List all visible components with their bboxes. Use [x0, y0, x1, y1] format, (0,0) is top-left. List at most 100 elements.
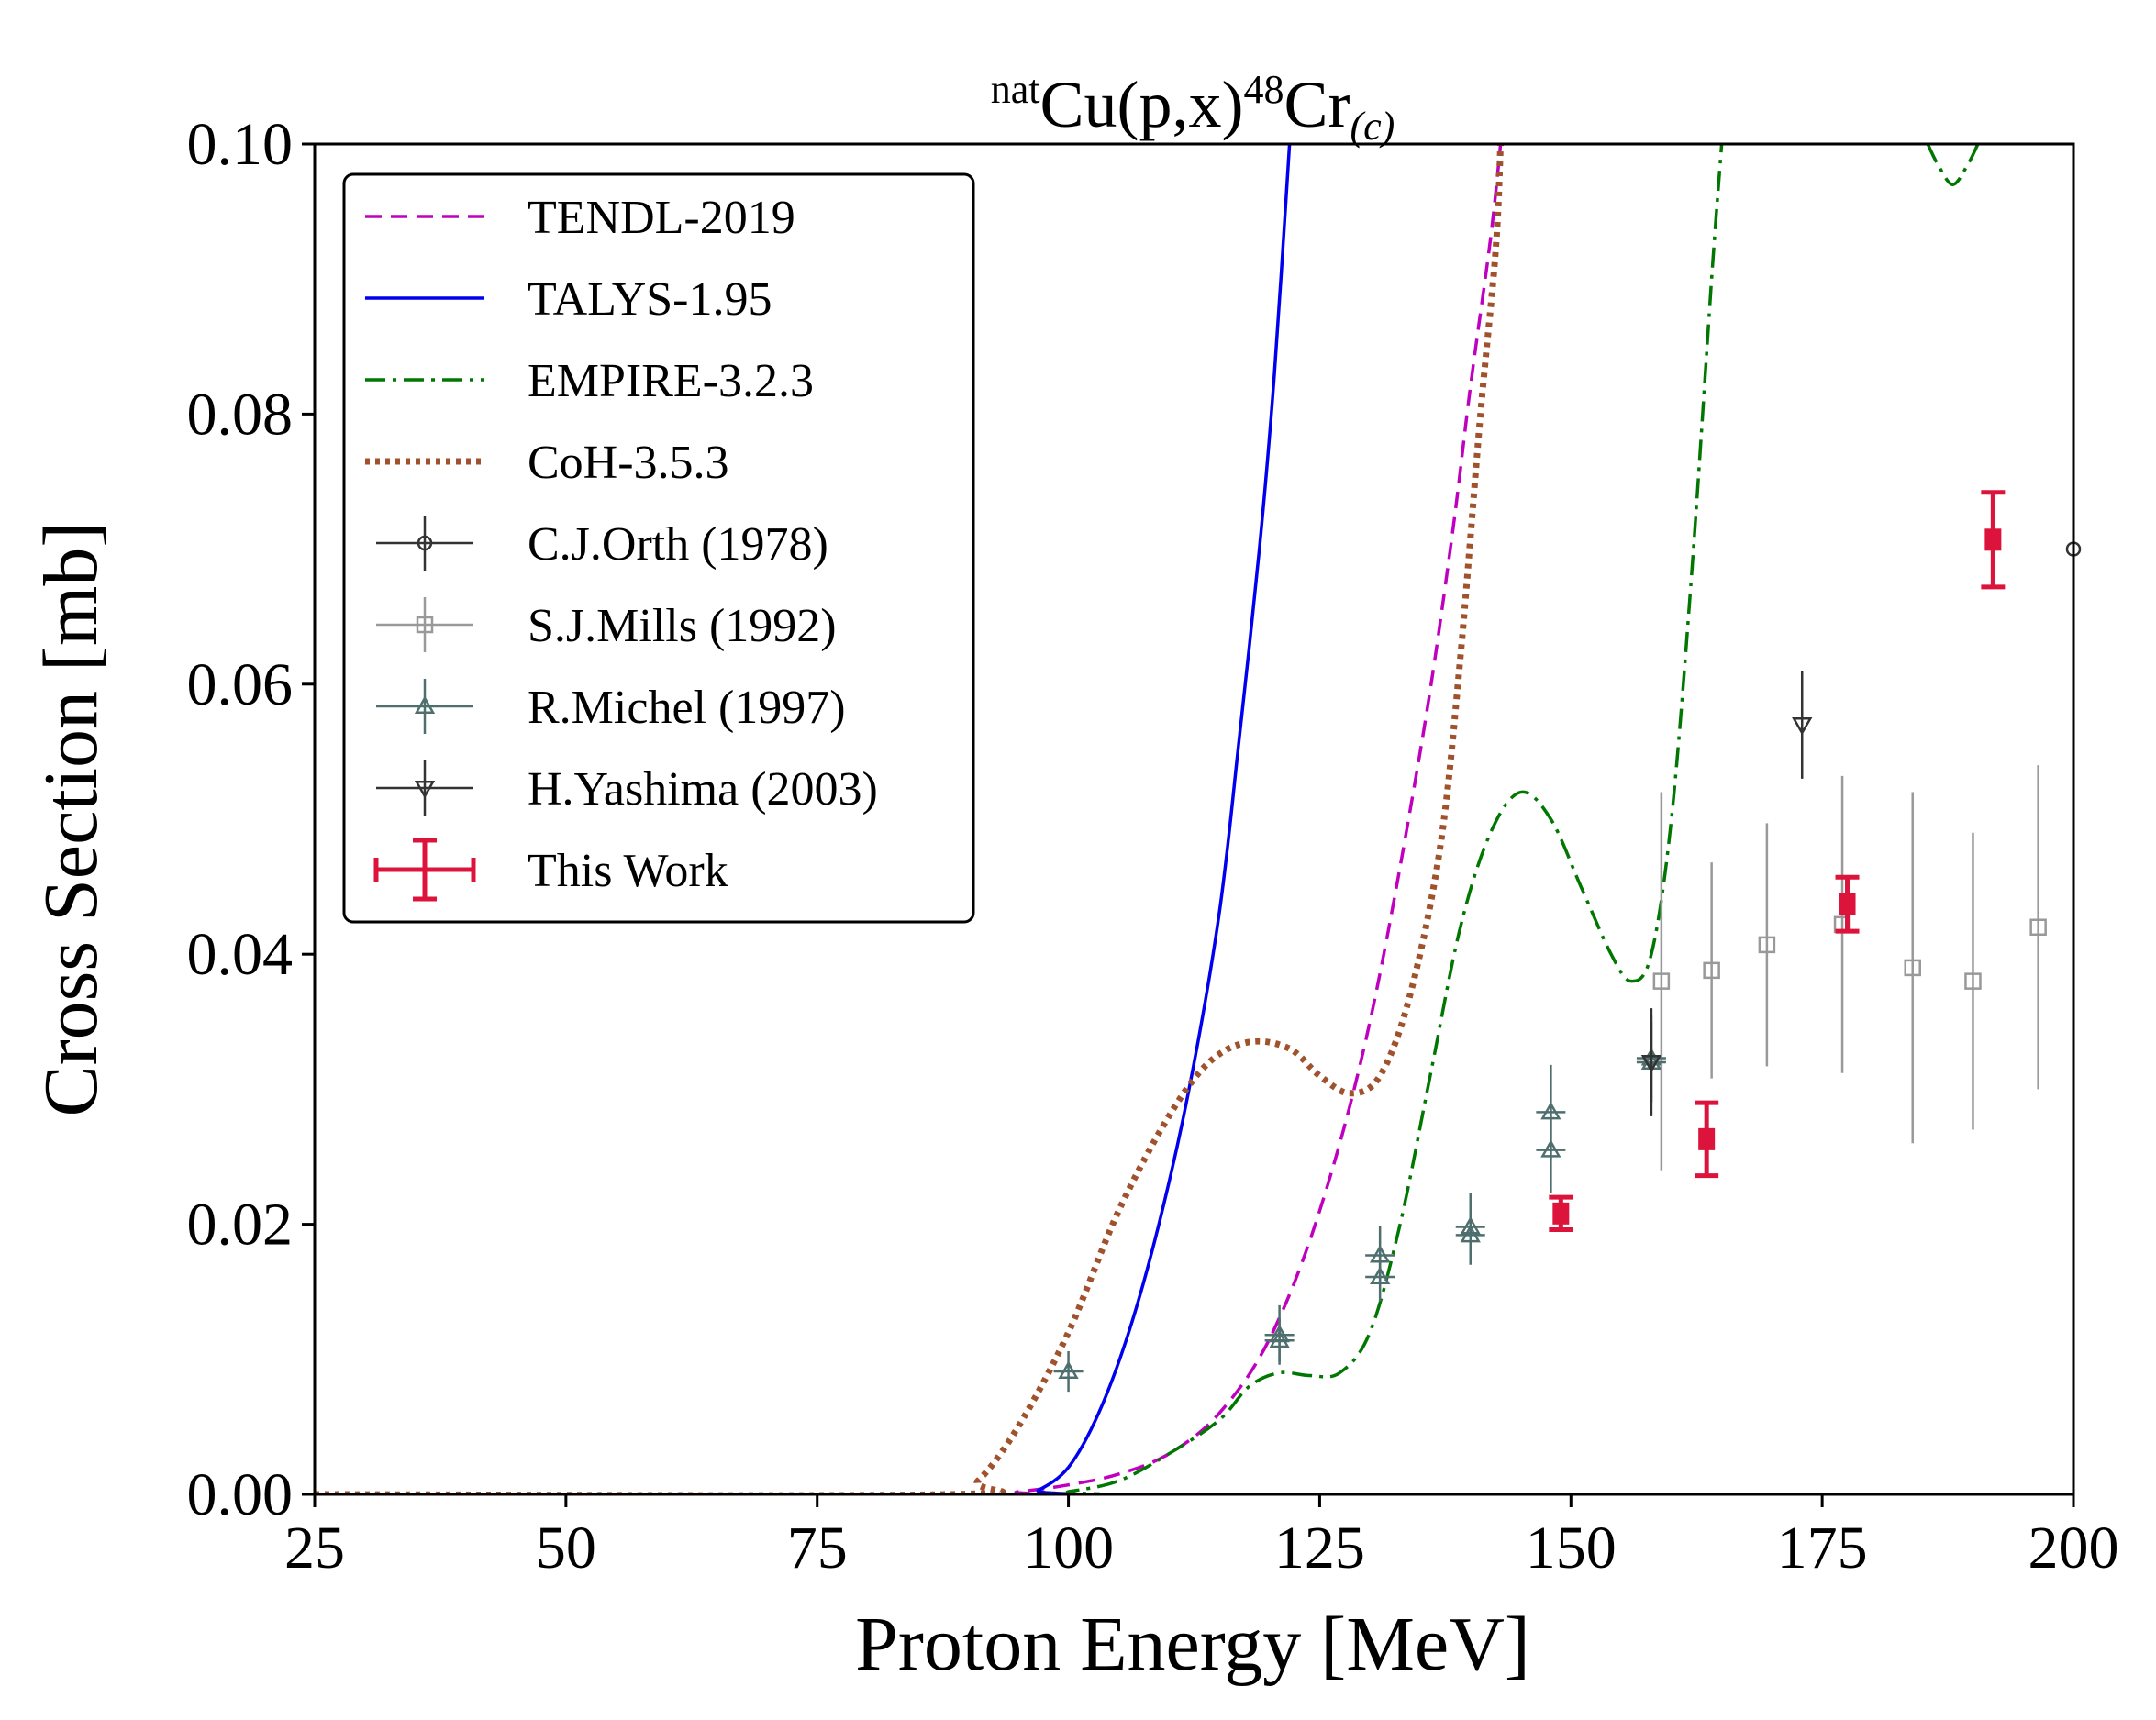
- legend-label-talys: TALYS-1.95: [528, 273, 772, 326]
- marker: [1552, 1202, 1570, 1225]
- legend-label-empire: EMPIRE-3.2.3: [528, 355, 814, 407]
- coh-curve: [315, 144, 1505, 1494]
- marker: [1839, 893, 1856, 915]
- x-tick-label: 150: [1526, 1515, 1617, 1581]
- marker-square: [416, 616, 434, 634]
- legend-symbol-yashima: [376, 760, 473, 816]
- legend-marker: [414, 781, 436, 799]
- x-tick-label: 50: [536, 1515, 596, 1581]
- marker: [1269, 1329, 1290, 1348]
- empire-curve: [315, 144, 1724, 1494]
- marker-square: [2029, 918, 2047, 937]
- legend-label-mills: S.J.Mills (1992): [528, 600, 837, 652]
- data-points: [1053, 414, 2082, 1393]
- marker-triangle-down: [1792, 716, 1813, 736]
- x-tick-label: 175: [1777, 1515, 1868, 1581]
- legend-label-michel: R.Michel (1997): [528, 682, 846, 734]
- mills-point: [1904, 792, 1921, 1144]
- marker: [1370, 1266, 1391, 1285]
- legend-symbols: [365, 215, 484, 902]
- legend-marker: [417, 535, 433, 551]
- marker: [1698, 1127, 1716, 1150]
- mills-point: [1758, 823, 1776, 1067]
- marker-filled-square: [1698, 1127, 1716, 1150]
- y-axis-label: Cross Section [mb]: [28, 522, 114, 1117]
- legend-marker: [416, 616, 434, 634]
- yashima-point: [1792, 671, 1813, 779]
- y-tick-label: 0.04: [187, 921, 294, 988]
- marker-square: [1758, 936, 1776, 954]
- marker-triangle-up: [1540, 1139, 1561, 1158]
- marker-square: [1703, 961, 1720, 980]
- marker: [1640, 1054, 1662, 1073]
- x-axis-label: Proton Energy [MeV]: [855, 1602, 1530, 1687]
- mills-point: [1703, 862, 1720, 1079]
- marker-filled-square: [1552, 1202, 1570, 1225]
- marker-triangle-up: [1058, 1360, 1079, 1380]
- marker: [1984, 528, 2002, 551]
- chart-title: natCu(p,x)48Cr(c): [991, 67, 1395, 149]
- marker: [1460, 1224, 1481, 1243]
- mills-point: [1964, 832, 1982, 1130]
- marker: [1540, 1139, 1561, 1158]
- this-work-point: [1981, 490, 2006, 590]
- marker: [1652, 972, 1671, 990]
- y-tick-label: 0.08: [187, 381, 294, 448]
- marker-triangle-up: [1269, 1329, 1290, 1348]
- x-tick-label: 100: [1023, 1515, 1114, 1581]
- x-tick-label: 200: [2028, 1515, 2119, 1581]
- legend-symbol-mills: [376, 597, 473, 652]
- legend-symbol-this-work: [373, 838, 476, 902]
- marker: [1792, 716, 1813, 736]
- legend-label-tendl: TENDL-2019: [528, 192, 795, 244]
- x-tick-label: 75: [787, 1515, 848, 1581]
- y-tick-label: 0.02: [187, 1192, 294, 1259]
- marker: [1758, 936, 1776, 954]
- x-tick-label: 125: [1274, 1515, 1365, 1581]
- y-tick-label: 0.10: [187, 111, 294, 178]
- michel-point: [1455, 1204, 1485, 1265]
- marker-triangle-down: [414, 781, 436, 799]
- marker-triangle-up: [414, 695, 436, 714]
- mills-point: [1652, 792, 1671, 1171]
- this-work-point: [1549, 1194, 1573, 1232]
- marker: [2029, 918, 2047, 937]
- this-work-point: [1695, 1100, 1719, 1179]
- plot-frame: [313, 142, 2075, 1496]
- legend-symbol-michel: [376, 679, 473, 734]
- legend: TENDL-2019 TALYS-1.95 EMPIRE-3.2.3 CoH-3…: [342, 172, 975, 924]
- michel-point: [1264, 1318, 1295, 1362]
- y-tick-label: 0.06: [187, 651, 294, 718]
- marker: [1964, 972, 1982, 990]
- marker-circle: [417, 535, 433, 551]
- michel-point: [1536, 1106, 1566, 1193]
- marker: [1058, 1360, 1079, 1380]
- legend-label-orth: C.J.Orth (1978): [528, 518, 828, 571]
- yashima-point: [1640, 1008, 1662, 1116]
- y-tick-label: 0.00: [187, 1461, 294, 1528]
- marker-square: [1964, 972, 1982, 990]
- empire-curve-upper: [1926, 144, 1980, 186]
- marker-filled-square: [1984, 528, 2002, 551]
- marker: [1904, 959, 1921, 977]
- mills-point: [2029, 765, 2047, 1090]
- michel-point: [1365, 1252, 1395, 1302]
- marker-square: [1652, 972, 1671, 990]
- legend-symbol-orth: [376, 516, 473, 571]
- michel-point: [1053, 1350, 1084, 1393]
- legend-label-this-work: This Work: [528, 845, 728, 897]
- marker: [1703, 961, 1720, 980]
- legend-label-yashima: H.Yashima (2003): [528, 763, 878, 816]
- marker-filled-square: [1839, 893, 1856, 915]
- axis-ticks: 25 50 75 100 125 150 175 200 0.00 0.02 0.04 0.06 0.0…: [187, 111, 2119, 1581]
- marker-triangle-down: [1640, 1054, 1662, 1073]
- marker-triangle-up: [1370, 1266, 1391, 1285]
- marker-square: [1904, 959, 1921, 977]
- this-work-point: [1835, 874, 1860, 934]
- x-tick-label: 25: [284, 1515, 345, 1581]
- legend-box: [342, 172, 975, 924]
- marker-triangle-up: [1460, 1224, 1481, 1243]
- legend-marker: [414, 695, 436, 714]
- legend-label-coh: CoH-3.5.3: [528, 437, 729, 489]
